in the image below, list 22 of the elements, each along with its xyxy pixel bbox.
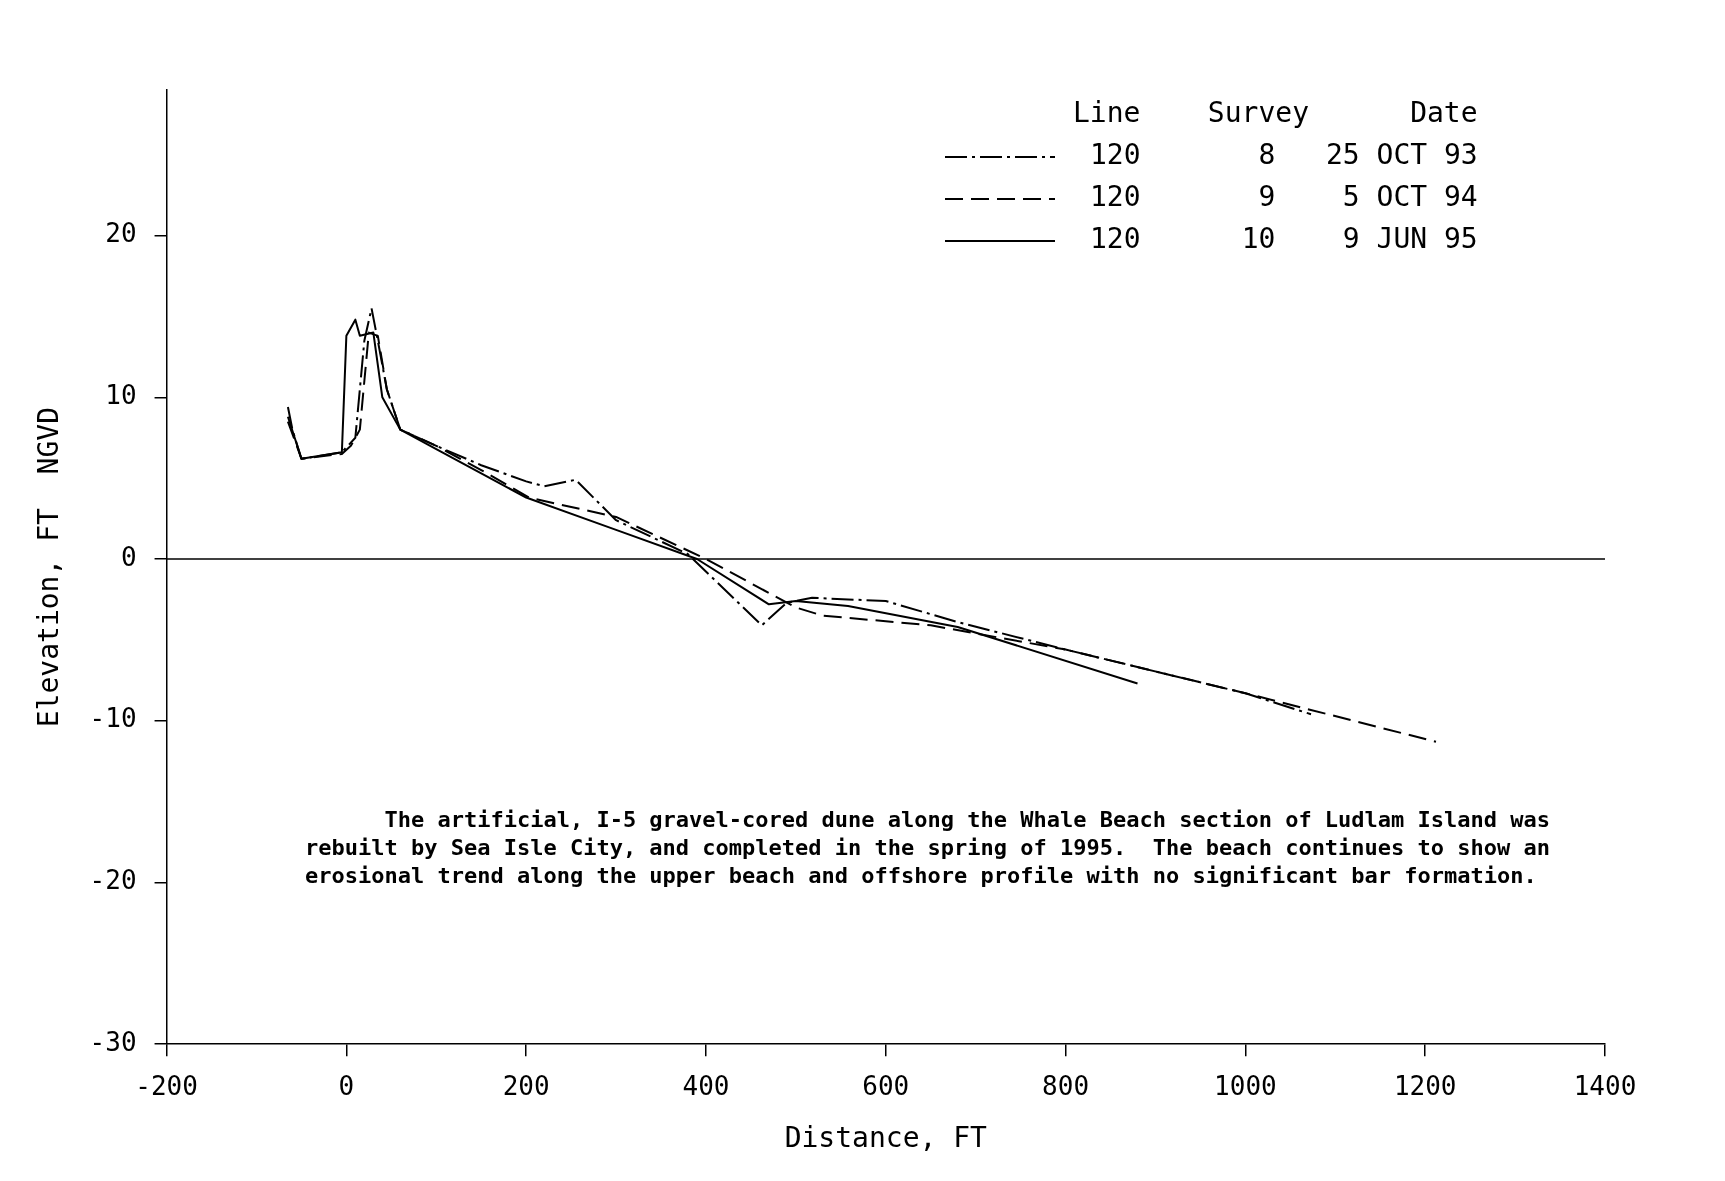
y-tick-label: 20 <box>105 218 137 249</box>
x-axis-title: Distance, FT <box>784 1121 988 1155</box>
legend-label: 120 9 5 OCT 94 <box>1090 180 1478 214</box>
x-tick-label: 400 <box>682 1070 730 1101</box>
x-tick-label: 1200 <box>1393 1070 1457 1101</box>
annotation: The artificial, I-5 gravel-cored dune along the Whale Beach section of Ludlam Island was rebuilt by Sea Isle City, and completed in the spring of 1995. The beach continues to show an erosional trend along the upper beach and offshore profile with no significant bar formation. <box>305 806 1551 888</box>
y-tick-label: -30 <box>89 1026 137 1057</box>
x-tick-label: 1000 <box>1214 1070 1277 1101</box>
x-tick-label: 200 <box>502 1070 550 1101</box>
x-tick-label: 1400 <box>1573 1070 1637 1101</box>
x-tick-label: 800 <box>1042 1070 1090 1101</box>
x-tick-label: 0 <box>338 1070 355 1101</box>
y-tick-label: -10 <box>89 703 137 734</box>
x-tick-label: -200 <box>135 1070 198 1101</box>
y-tick-label: 0 <box>120 541 137 572</box>
y-tick-label: 10 <box>105 380 137 411</box>
legend-title: Line Survey Date <box>1073 96 1478 130</box>
legend-label: 120 8 25 OCT 93 <box>1090 138 1478 172</box>
x-tick-label: 600 <box>862 1070 910 1101</box>
y-tick-label: -20 <box>89 865 137 896</box>
y-axis-title: Elevation, FT NGVD <box>32 406 66 728</box>
legend-label: 120 10 9 JUN 95 <box>1090 222 1478 256</box>
